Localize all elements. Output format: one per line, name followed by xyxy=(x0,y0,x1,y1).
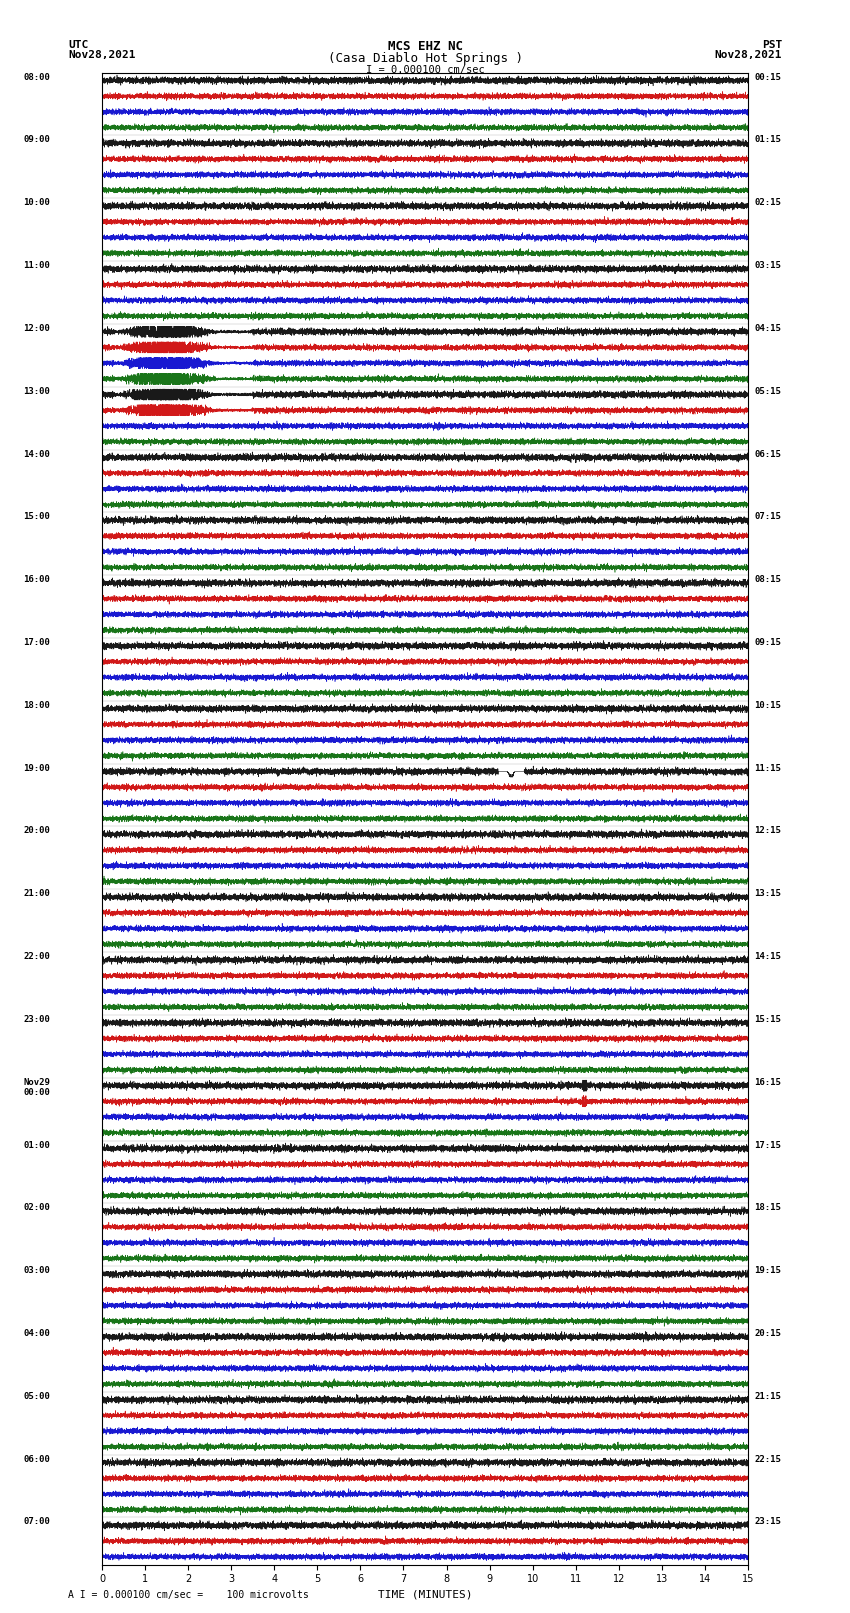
Text: 19:00: 19:00 xyxy=(24,763,50,773)
Text: 10:15: 10:15 xyxy=(755,700,781,710)
Text: 12:15: 12:15 xyxy=(755,826,781,836)
Text: (Casa Diablo Hot Springs ): (Casa Diablo Hot Springs ) xyxy=(327,52,523,65)
Text: 12:00: 12:00 xyxy=(24,324,50,332)
X-axis label: TIME (MINUTES): TIME (MINUTES) xyxy=(377,1590,473,1600)
Text: 02:15: 02:15 xyxy=(755,198,781,206)
Text: 06:15: 06:15 xyxy=(755,450,781,458)
Text: 09:15: 09:15 xyxy=(755,639,781,647)
Text: 17:00: 17:00 xyxy=(24,639,50,647)
Text: 23:15: 23:15 xyxy=(755,1518,781,1526)
Text: 16:00: 16:00 xyxy=(24,576,50,584)
Text: 09:00: 09:00 xyxy=(24,135,50,145)
Text: Nov28,2021: Nov28,2021 xyxy=(68,50,135,60)
Text: 08:15: 08:15 xyxy=(755,576,781,584)
Text: 18:15: 18:15 xyxy=(755,1203,781,1213)
Text: 01:15: 01:15 xyxy=(755,135,781,145)
Text: MCS EHZ NC: MCS EHZ NC xyxy=(388,40,462,53)
Text: 02:00: 02:00 xyxy=(24,1203,50,1213)
Text: 04:15: 04:15 xyxy=(755,324,781,332)
Text: Nov29
00:00: Nov29 00:00 xyxy=(24,1077,50,1097)
Text: 22:15: 22:15 xyxy=(755,1455,781,1463)
Text: 13:00: 13:00 xyxy=(24,387,50,395)
Text: 04:00: 04:00 xyxy=(24,1329,50,1339)
Text: 07:00: 07:00 xyxy=(24,1518,50,1526)
Text: 15:15: 15:15 xyxy=(755,1015,781,1024)
Text: 00:15: 00:15 xyxy=(755,73,781,82)
Text: 05:15: 05:15 xyxy=(755,387,781,395)
Text: 15:00: 15:00 xyxy=(24,513,50,521)
Text: 01:00: 01:00 xyxy=(24,1140,50,1150)
Text: 20:00: 20:00 xyxy=(24,826,50,836)
Text: 17:15: 17:15 xyxy=(755,1140,781,1150)
Text: 23:00: 23:00 xyxy=(24,1015,50,1024)
Text: PST: PST xyxy=(762,40,782,50)
Text: 18:00: 18:00 xyxy=(24,700,50,710)
Text: 05:00: 05:00 xyxy=(24,1392,50,1400)
Text: 22:00: 22:00 xyxy=(24,952,50,961)
Text: 20:15: 20:15 xyxy=(755,1329,781,1339)
Text: A I = 0.000100 cm/sec =    100 microvolts: A I = 0.000100 cm/sec = 100 microvolts xyxy=(68,1590,309,1600)
Text: UTC: UTC xyxy=(68,40,88,50)
Text: 21:00: 21:00 xyxy=(24,889,50,898)
Text: 21:15: 21:15 xyxy=(755,1392,781,1400)
Text: 14:15: 14:15 xyxy=(755,952,781,961)
Text: 10:00: 10:00 xyxy=(24,198,50,206)
Text: 19:15: 19:15 xyxy=(755,1266,781,1276)
Text: 08:00: 08:00 xyxy=(24,73,50,82)
Text: Nov28,2021: Nov28,2021 xyxy=(715,50,782,60)
Text: 07:15: 07:15 xyxy=(755,513,781,521)
Text: 11:00: 11:00 xyxy=(24,261,50,269)
Text: 14:00: 14:00 xyxy=(24,450,50,458)
Text: 13:15: 13:15 xyxy=(755,889,781,898)
Text: 06:00: 06:00 xyxy=(24,1455,50,1463)
Text: 03:00: 03:00 xyxy=(24,1266,50,1276)
Text: 11:15: 11:15 xyxy=(755,763,781,773)
Text: 16:15: 16:15 xyxy=(755,1077,781,1087)
Text: I = 0.000100 cm/sec: I = 0.000100 cm/sec xyxy=(366,65,484,74)
Text: 03:15: 03:15 xyxy=(755,261,781,269)
